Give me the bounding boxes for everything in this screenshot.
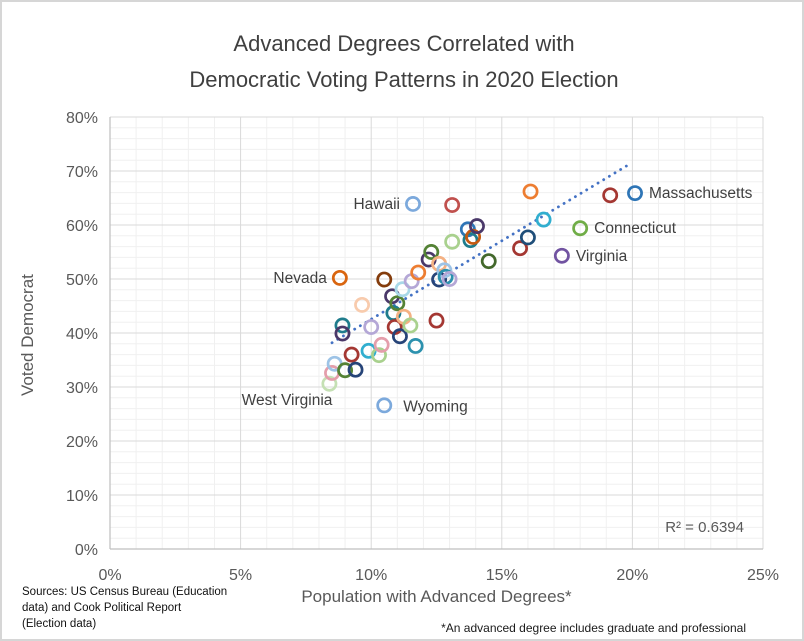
chart-title: Advanced Degrees Correlated with Democra… — [2, 26, 802, 98]
data-point[interactable] — [522, 183, 539, 200]
y-tick-label: 70% — [66, 164, 98, 181]
data-point[interactable] — [391, 328, 408, 345]
data-point[interactable] — [354, 296, 371, 313]
data-point-hawaii[interactable] — [405, 195, 421, 212]
data-point[interactable] — [371, 347, 387, 364]
y-tick-label: 50% — [66, 272, 98, 289]
point-label-massachusetts: Massachusetts — [649, 185, 753, 202]
data-point[interactable] — [343, 346, 360, 363]
point-label-west-virginia: West Virginia — [242, 392, 333, 409]
point-label-nevada: Nevada — [273, 270, 327, 287]
y-axis-title: Voted Democrat — [18, 274, 37, 396]
data-point[interactable] — [441, 271, 458, 287]
data-point[interactable] — [334, 317, 351, 334]
chart-title-line2: Democratic Voting Patterns in 2020 Elect… — [189, 67, 619, 92]
data-point-virginia[interactable] — [553, 247, 570, 264]
data-point[interactable] — [376, 271, 393, 288]
y-tick-label: 20% — [66, 434, 98, 451]
point-label-wyoming: Wyoming — [403, 398, 467, 415]
sources-note: Sources: US Census Bureau (Education dat… — [22, 586, 228, 630]
data-point[interactable] — [423, 244, 440, 260]
y-tick-label: 0% — [75, 542, 98, 559]
x-tick-label: 0% — [98, 567, 121, 584]
x-tick-label: 10% — [355, 567, 387, 584]
trendline — [330, 162, 632, 345]
data-point[interactable] — [389, 295, 406, 312]
data-point[interactable] — [602, 187, 619, 204]
data-point[interactable] — [428, 312, 445, 329]
data-point[interactable] — [444, 197, 461, 213]
data-point[interactable] — [444, 233, 461, 250]
data-point[interactable] — [373, 336, 390, 353]
y-tick-label: 60% — [66, 218, 98, 235]
x-axis-title: Population with Advanced Degrees* — [301, 587, 572, 606]
y-tick-label: 40% — [66, 326, 98, 343]
data-point[interactable] — [394, 281, 411, 298]
data-point[interactable] — [535, 211, 552, 228]
data-point[interactable] — [410, 264, 427, 281]
data-point[interactable] — [512, 240, 529, 257]
point-label-virginia: Virginia — [576, 248, 628, 265]
x-tick-label: 20% — [616, 567, 648, 584]
x-tick-label: 25% — [747, 567, 779, 584]
data-point[interactable] — [480, 253, 497, 270]
r-squared-label: R² = 0.6394 — [665, 519, 744, 536]
y-tick-label: 80% — [66, 110, 98, 127]
data-point[interactable] — [337, 362, 354, 379]
data-point[interactable] — [402, 317, 419, 334]
data-point-massachusetts[interactable] — [627, 185, 643, 202]
x-tick-label: 5% — [229, 567, 252, 584]
y-tick-label: 30% — [66, 380, 98, 397]
y-tick-label: 10% — [66, 488, 98, 505]
data-point-nevada[interactable] — [331, 269, 348, 286]
data-point[interactable] — [469, 218, 485, 235]
data-point[interactable] — [363, 319, 380, 336]
data-point[interactable] — [462, 232, 479, 249]
data-point-connecticut[interactable] — [572, 220, 589, 237]
data-point[interactable] — [407, 338, 424, 354]
point-label-connecticut: Connecticut — [594, 220, 677, 237]
data-point-west-virginia[interactable] — [321, 375, 338, 392]
data-point-wyoming[interactable] — [376, 397, 393, 414]
footnote: *An advanced degree includes graduate an… — [441, 621, 746, 635]
chart-title-line1: Advanced Degrees Correlated with — [233, 31, 575, 56]
data-point[interactable] — [347, 361, 364, 378]
data-point[interactable] — [334, 325, 351, 342]
x-tick-label: 15% — [486, 567, 518, 584]
point-label-hawaii: Hawaii — [353, 196, 400, 213]
data-point[interactable] — [519, 229, 536, 246]
